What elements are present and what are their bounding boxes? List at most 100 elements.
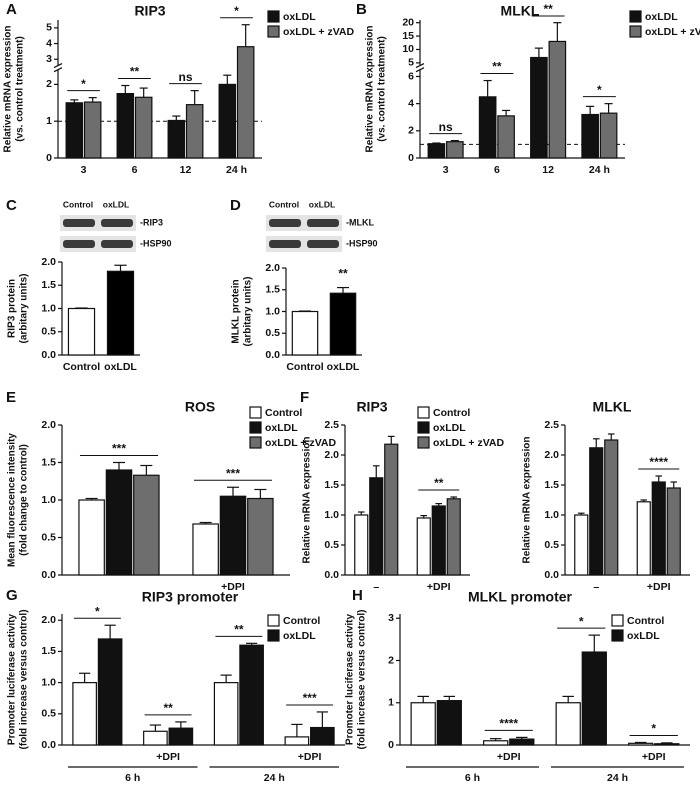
y-tick-label: 6 [408, 70, 414, 82]
x-tick-label: 3 [443, 164, 449, 176]
bar [97, 638, 123, 746]
bar [446, 498, 461, 576]
y-axis-label: MLKL protein [231, 279, 242, 343]
bar [478, 96, 497, 159]
bar [651, 481, 666, 576]
legend-label: oxLDL [283, 630, 316, 642]
y-tick-label: 1.5 [41, 645, 56, 657]
y-axis-label: (arbitary units) [243, 276, 254, 346]
y-tick-label: 1.0 [41, 302, 56, 314]
error-bar [489, 738, 502, 741]
legend-swatch [417, 406, 430, 419]
significance: *** [303, 691, 317, 705]
x-tick-label: +DPI [642, 751, 666, 763]
bar [369, 477, 384, 576]
x-tick-label: 6 [494, 164, 500, 176]
x-tick-label: 3 [81, 164, 87, 176]
x-tick-label: +DPI [427, 581, 451, 593]
error-bar [435, 503, 443, 506]
y-tick-label: 1.5 [41, 456, 56, 468]
bar [555, 702, 581, 746]
x-tick-label: Control [63, 361, 100, 373]
group-label: 24 h [607, 772, 628, 784]
bar [67, 307, 96, 356]
legend-label: oxLDL [627, 630, 660, 642]
significance: ** [492, 60, 502, 74]
y-axis-label: (vs. control treatment) [377, 36, 388, 142]
y-tick-label: 1 [46, 115, 52, 127]
bar [604, 439, 619, 576]
significance: ** [234, 622, 244, 636]
axis-break [415, 67, 425, 73]
legend-label: oxLDL + zVAD [283, 26, 354, 38]
legend-label: Control [283, 615, 320, 627]
significance: * [81, 77, 86, 91]
y-tick-label: 0 [408, 152, 414, 164]
significance: *** [112, 442, 126, 456]
error-bar [254, 488, 267, 499]
y-axis-label: Relative mRNA expression [302, 437, 313, 564]
error-bar [670, 481, 678, 488]
error-bar [175, 721, 187, 729]
error-bar [577, 512, 585, 515]
blot-band [269, 240, 301, 248]
legend-label: oxLDL + zVAD [433, 437, 504, 449]
bar [143, 730, 168, 746]
y-tick-label: 2.5 [324, 419, 339, 431]
error-bar [190, 90, 199, 105]
error-bar [241, 24, 250, 47]
chart-title: RIP3 [356, 399, 387, 415]
y-axis-label: (fold change to control) [19, 444, 30, 556]
y-tick-label: 2 [388, 654, 394, 666]
x-tick-label: 24 h [226, 164, 247, 176]
y-axis-label: Relative mRNA expression [522, 437, 533, 564]
bar [446, 141, 464, 159]
legend-swatch [267, 25, 280, 38]
error-bar [223, 74, 232, 85]
x-tick-label: – [593, 581, 599, 593]
y-tick-label: 1.5 [544, 479, 559, 491]
significance: ** [543, 2, 553, 16]
significance: ** [163, 701, 173, 715]
bar [589, 447, 604, 576]
blot-band [101, 219, 133, 227]
error-bar [534, 47, 543, 58]
bar [65, 102, 84, 159]
legend-swatch [249, 436, 262, 449]
error-bar [432, 142, 441, 144]
legend-swatch [267, 629, 280, 642]
significance: ** [434, 476, 444, 490]
chart-title: MLKL [501, 3, 540, 19]
error-bar [140, 464, 153, 476]
chart-title: RIP3 [134, 3, 165, 19]
x-tick-label: – [373, 581, 379, 593]
error-bar [443, 695, 456, 701]
bar [628, 742, 654, 746]
y-tick-label: 1.0 [544, 509, 559, 521]
y-tick-label: 1.0 [324, 509, 339, 521]
y-tick-label: 0.5 [265, 327, 280, 339]
error-bar [634, 741, 647, 744]
blot-lane-label: Control [269, 199, 299, 209]
bar [106, 270, 135, 356]
legend-swatch [267, 614, 280, 627]
significance: ns [178, 70, 192, 84]
blot-band [307, 219, 339, 227]
y-axis-label: Relative mRNA expression [365, 26, 376, 153]
y-tick-label: 1.5 [41, 279, 56, 291]
error-bar [420, 514, 428, 518]
blot-lane-label: oxLDL [103, 199, 129, 209]
significance: * [579, 614, 584, 628]
y-axis-label: Promoter luciferase activity [7, 613, 18, 745]
y-tick-label: 4 [46, 37, 52, 49]
legend-swatch [611, 629, 624, 642]
significance: * [234, 4, 239, 18]
x-tick-label: +DPI [156, 751, 180, 763]
y-axis-label: (vs. control treatment) [15, 36, 26, 142]
bar [427, 143, 446, 159]
bar [530, 56, 548, 159]
y-tick-label: 1.5 [265, 284, 280, 296]
x-tick-label: +DPI [497, 751, 521, 763]
error-bar [450, 496, 458, 499]
significance: * [651, 722, 656, 736]
